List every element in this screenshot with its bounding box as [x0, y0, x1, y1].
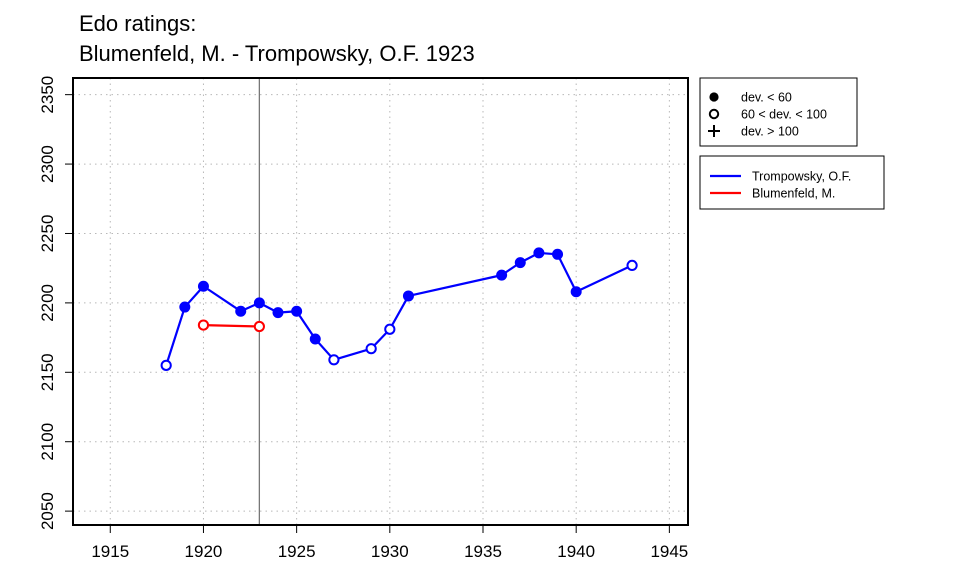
data-point-filled [272, 307, 284, 319]
data-point-open [197, 319, 210, 331]
legend-marker-label: dev. < 60 [741, 91, 792, 105]
data-point-filled [514, 257, 526, 269]
data-point-open [160, 359, 172, 371]
series-line [203, 323, 260, 328]
axes: 1915 1920 1925 1930 1935 1940 1945 2050 2100 2150… [38, 76, 688, 561]
y-tick-label: 2300 [38, 145, 57, 183]
data-point-filled [570, 286, 582, 298]
data-point-filled [235, 305, 247, 317]
y-tick-label: 2100 [38, 423, 57, 461]
data-point-filled [253, 297, 265, 309]
series-legend-box [699, 155, 885, 210]
marker-legend-box [699, 77, 858, 147]
data-point-filled [309, 333, 321, 345]
legend-marker-plus [708, 125, 720, 137]
data-point-open [328, 354, 340, 366]
plot-frame [72, 77, 689, 526]
y-tick-label: 2050 [38, 492, 57, 530]
series-legend: Trompowsky, O.F. Blumenfeld, M. [699, 155, 885, 210]
data-point-filled [179, 301, 191, 313]
chart-subtitle: Blumenfeld, M. - Trompowsky, O.F. 1923 [79, 41, 475, 66]
x-tick-label: 1945 [650, 542, 688, 561]
data-point-filled [496, 269, 508, 281]
legend-series-label: Trompowsky, O.F. [752, 170, 851, 184]
x-tick-label: 1925 [278, 542, 316, 561]
x-tick-label: 1915 [91, 542, 129, 561]
y-tick-label: 2200 [38, 284, 57, 322]
x-tick-label: 1935 [464, 542, 502, 561]
grid [73, 78, 688, 525]
series-group [160, 247, 638, 371]
y-tick-label: 2250 [38, 215, 57, 253]
data-point-open [253, 320, 265, 333]
data-point-filled [291, 305, 303, 317]
x-tick-label: 1940 [557, 542, 595, 561]
legend-series-label: Blumenfeld, M. [752, 187, 835, 201]
x-tick-label: 1920 [185, 542, 223, 561]
data-point-open [384, 323, 396, 335]
data-point-open [365, 343, 377, 355]
legend-marker-label: 60 < dev. < 100 [741, 108, 827, 122]
data-point-filled [552, 248, 564, 260]
data-point-filled [197, 280, 209, 292]
y-tick-label: 2350 [38, 76, 57, 114]
legend-marker-open [708, 108, 720, 120]
legend-marker-filled [709, 92, 719, 102]
x-tick-label: 1930 [371, 542, 409, 561]
data-point-filled [533, 247, 545, 259]
marker-legend: dev. < 60 60 < dev. < 100 dev. > 100 [699, 77, 858, 147]
data-point-filled [402, 290, 414, 302]
chart-title: Edo ratings: [79, 11, 196, 36]
y-tick-label: 2150 [38, 353, 57, 391]
data-point-open [626, 259, 638, 272]
legend-marker-label: dev. > 100 [741, 125, 799, 139]
